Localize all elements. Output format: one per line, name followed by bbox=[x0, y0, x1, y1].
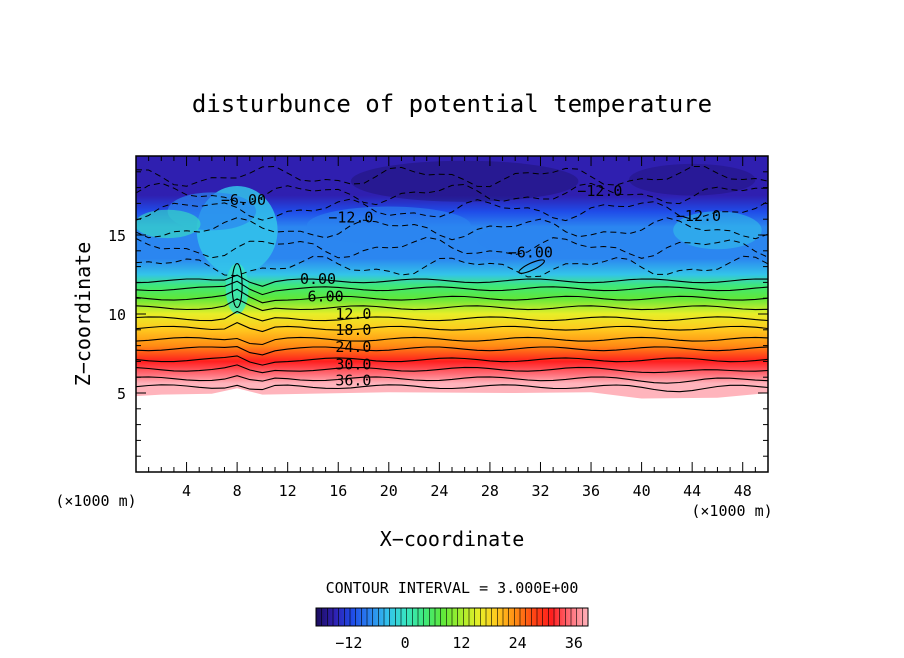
contour-line bbox=[136, 198, 768, 222]
colorbar-tick-label: 24 bbox=[509, 634, 527, 652]
colorbar-tick-label: 12 bbox=[452, 634, 470, 652]
x-unit-left: (×1000 m) bbox=[55, 492, 136, 510]
terrain-mask bbox=[136, 388, 768, 472]
contour-line bbox=[136, 288, 768, 304]
field-variations bbox=[136, 160, 762, 314]
contour-line bbox=[136, 336, 768, 346]
contour-label: −12.0 bbox=[328, 209, 373, 227]
x-unit-right: (×1000 m) bbox=[691, 502, 772, 520]
field-blob bbox=[628, 163, 756, 196]
x-axis-ticks: 4 8 12 16 20 24 28 32 36 40 44 48 bbox=[148, 156, 756, 500]
x-tick-label: 24 bbox=[430, 482, 448, 500]
x-tick-label: 44 bbox=[683, 482, 701, 500]
x-tick-label: 28 bbox=[481, 482, 499, 500]
contour-loop bbox=[231, 263, 243, 309]
contour-label: −6.00 bbox=[508, 243, 553, 261]
colorbar-tick-label: 0 bbox=[401, 634, 410, 652]
contour-line bbox=[136, 298, 768, 312]
y-axis-ticks: 5 10 15 bbox=[108, 171, 768, 457]
contour-line bbox=[136, 165, 768, 188]
contour-loop bbox=[518, 259, 545, 274]
x-tick-label: 8 bbox=[233, 482, 242, 500]
y-tick-label: 10 bbox=[108, 306, 126, 324]
x-tick-label: 36 bbox=[582, 482, 600, 500]
contour-line bbox=[136, 310, 768, 322]
x-tick-label: 40 bbox=[633, 482, 651, 500]
x-tick-label: 12 bbox=[279, 482, 297, 500]
x-axis-label: X−coordinate bbox=[380, 527, 525, 551]
contour-line bbox=[136, 236, 768, 259]
contour-label: 12.0 bbox=[335, 305, 371, 323]
colorbar-segments bbox=[321, 608, 583, 626]
contour-line bbox=[136, 280, 768, 296]
contour-label: −12.0 bbox=[676, 207, 721, 225]
colorbar-tick-label: 36 bbox=[565, 634, 583, 652]
x-tick-label: 20 bbox=[380, 482, 398, 500]
colorbar-tick-label: −12 bbox=[335, 634, 362, 652]
contour-label: 24.0 bbox=[335, 338, 371, 356]
contour-interval-text: CONTOUR INTERVAL = 3.000E+00 bbox=[326, 579, 579, 597]
contour-label: −6.00 bbox=[221, 191, 266, 209]
contour-line bbox=[136, 217, 768, 241]
contour-line bbox=[136, 182, 768, 206]
chart-title: disturbunce of potential temperature bbox=[192, 90, 712, 118]
contour-line bbox=[136, 355, 768, 366]
x-tick-label: 48 bbox=[734, 482, 752, 500]
contour-label: 36.0 bbox=[335, 371, 371, 389]
contour-line bbox=[136, 364, 768, 374]
contour-lines bbox=[136, 165, 768, 393]
contour-label: 6.00 bbox=[308, 288, 344, 306]
contour-labels: −6.00 −12.0 −12.0 −12.0 −6.00 0.006.0012.018.… bbox=[221, 182, 721, 390]
contour-line bbox=[136, 375, 768, 384]
field-blob bbox=[350, 160, 579, 202]
contour-line bbox=[136, 384, 768, 393]
y-tick-label: 15 bbox=[108, 227, 126, 245]
contour-label: −12.0 bbox=[577, 182, 622, 200]
y-axis-label: Z−coordinate bbox=[71, 242, 95, 387]
x-tick-label: 32 bbox=[531, 482, 549, 500]
field-blob bbox=[673, 211, 762, 250]
contour-line bbox=[136, 346, 768, 356]
x-tick-label: 4 bbox=[182, 482, 191, 500]
contour-label: 0.00 bbox=[300, 270, 336, 288]
contour-line bbox=[136, 321, 768, 333]
x-tick-label: 16 bbox=[329, 482, 347, 500]
y-tick-label: 5 bbox=[117, 385, 126, 403]
colorbar-ticks: −12 0 12 24 36 bbox=[335, 634, 583, 652]
contour-label: 30.0 bbox=[335, 356, 371, 374]
field-blob bbox=[477, 225, 579, 254]
contour-label: 18.0 bbox=[335, 321, 371, 339]
plot-area bbox=[136, 156, 768, 472]
